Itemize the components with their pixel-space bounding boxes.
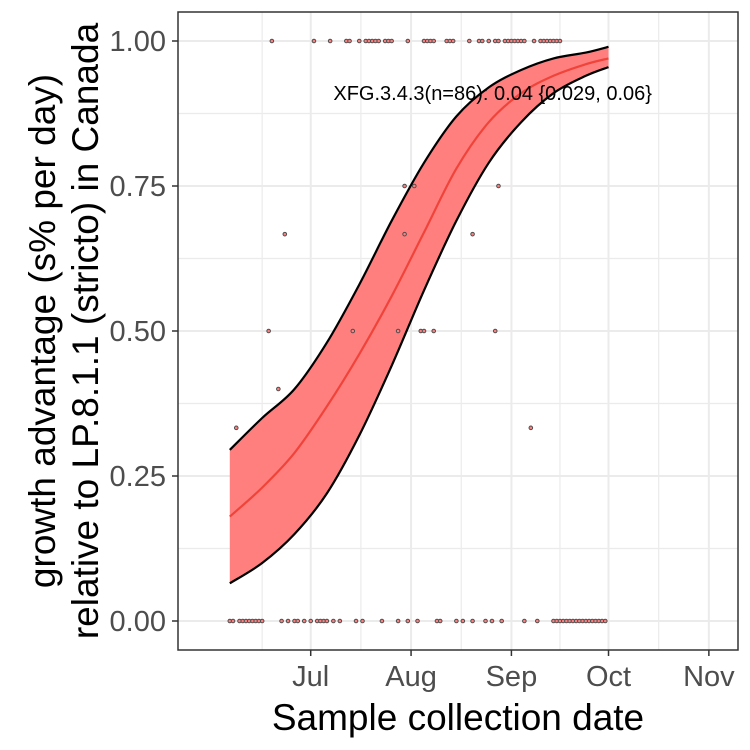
data-point [470,618,475,624]
data-point [327,38,333,44]
data-point [528,425,534,431]
y-tick-label: 0.75 [110,171,166,203]
data-point [557,38,563,44]
data-point [324,618,330,624]
data-point [489,618,495,624]
data-point [331,618,336,624]
data-point [492,328,498,334]
data-point [356,38,362,44]
data-point [360,618,365,624]
data-point [350,328,356,334]
band-lower-edge [229,66,609,585]
data-point [233,425,239,431]
y-tick-label: 0.25 [110,461,166,493]
data-point [460,618,466,624]
data-point [269,38,275,44]
estimate-annotation: XFG.3.4.3(n=86): 0.04 {0.029, 0.06} [333,83,652,105]
x-tick-label: Nov [683,661,735,693]
x-tick-label: Jul [292,661,329,693]
data-point [295,618,301,624]
observed-points [227,38,608,624]
data-point [454,618,459,624]
x-axis-title: Sample collection date [272,697,644,738]
x-tick-label: Aug [385,661,437,693]
data-point [496,183,501,189]
data-point [282,231,288,237]
data-point [395,328,401,334]
data-point [405,38,411,44]
band-upper-edge [229,45,609,451]
data-point [337,618,343,624]
y-tick-label: 0.50 [110,316,166,348]
data-point [308,618,314,624]
data-point [483,618,488,624]
data-point [522,38,527,44]
data-point [431,38,437,44]
axis-ticks: 0.00 0.25 0.50 0.75 1.00 Jul Aug Sep Oct Nov [110,26,736,693]
x-tick-label: Oct [586,661,631,693]
data-point [376,38,381,44]
data-point [479,38,485,44]
data-point [467,38,472,44]
y-axis-title-line-2: relative to LP.8.1.1 (stricto) in Canada [65,22,106,639]
data-point [522,618,527,624]
y-tick-label: 0.00 [110,606,166,638]
data-point [486,38,492,44]
data-point [259,618,265,624]
confidence-band-fill [229,46,609,584]
data-point [421,328,427,334]
data-point [301,618,307,624]
data-point [266,328,271,334]
data-point [405,618,411,624]
data-point [535,618,540,624]
data-point [279,618,284,624]
data-point [230,618,236,624]
y-tick-label: 1.00 [110,26,166,58]
x-tick-label: Sep [486,661,538,693]
data-point [276,386,281,392]
fit-line [229,57,609,518]
data-point [450,38,456,44]
data-point [499,618,504,624]
data-point [437,618,443,624]
data-point [402,231,407,237]
data-point [496,38,501,44]
data-point [347,38,352,44]
data-point [402,183,407,189]
data-point [311,38,317,44]
data-point [395,618,401,624]
data-point [431,328,437,334]
data-point [353,618,359,624]
data-point [602,618,608,624]
data-point [415,618,420,624]
data-point [470,231,475,237]
data-point [389,38,394,44]
data-point [379,618,385,624]
data-point [285,618,291,624]
data-point [412,183,417,189]
y-axis-title-line-1: growth advantage (s% per day) [22,74,63,588]
confidence-band [229,45,609,585]
data-point [531,38,537,44]
